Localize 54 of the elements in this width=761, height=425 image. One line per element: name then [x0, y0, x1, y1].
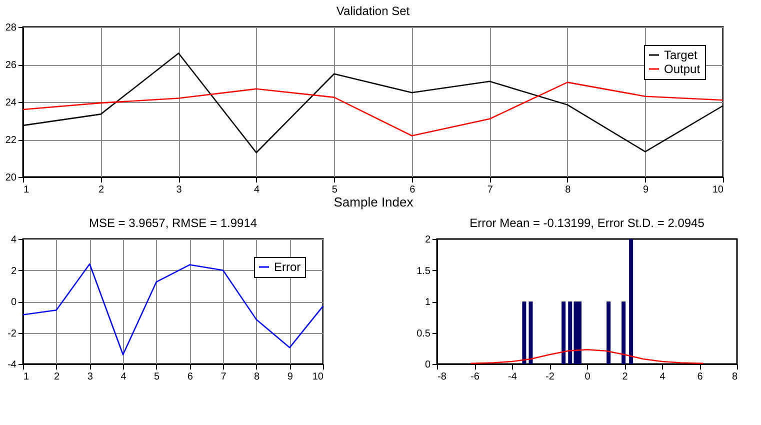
y-tick-label: 28	[5, 22, 17, 34]
x-tick-label: 2	[98, 184, 104, 196]
y-tick-label: 24	[5, 98, 17, 108]
x-tick-label: 5	[332, 184, 338, 196]
x-tick-label: 2	[622, 372, 628, 382]
y-tick-label: -4	[8, 360, 17, 370]
x-tick-label: 6	[410, 184, 416, 196]
x-tick-label: -2	[546, 372, 555, 382]
y-tick-label: 26	[5, 60, 17, 71]
y-tick-label: 1.5	[416, 266, 431, 277]
legend-label: Output	[664, 62, 701, 76]
x-tick-label: 5	[154, 372, 160, 382]
legend-label: Error	[274, 260, 301, 274]
y-tick-label: 22	[5, 135, 17, 146]
x-tick-label: 6	[187, 372, 194, 382]
x-tick-label: 3	[176, 184, 182, 196]
x-tick-label: 1	[24, 372, 30, 382]
y-tick-label: 0.5	[416, 328, 431, 340]
x-tick-label: -8	[438, 372, 447, 382]
x-tick-label: 8	[565, 184, 572, 196]
x-tick-label: 4	[660, 372, 666, 382]
x-tick-label: -6	[470, 372, 480, 382]
x-tick-label: 8	[732, 372, 738, 382]
y-tick-label: 0	[10, 297, 17, 308]
x-tick-label: 10	[712, 184, 724, 196]
x-tick-label: 4	[254, 184, 260, 196]
x-tick-label: 8	[254, 372, 260, 382]
legend-label: Target	[664, 48, 698, 62]
y-tick-label: 20	[5, 172, 17, 184]
x-tick-label: 2	[54, 372, 60, 382]
x-tick-label: -4	[508, 372, 518, 382]
chart-title: Validation Set	[336, 4, 410, 18]
x-tick-label: 9	[287, 372, 294, 382]
x-tick-label: 3	[87, 372, 94, 382]
y-tick-label: 4	[10, 234, 17, 246]
line-series	[470, 348, 704, 364]
y-tick-label: 2	[10, 266, 17, 277]
y-tick-label: 2	[424, 234, 431, 246]
x-tick-label: 9	[642, 184, 649, 196]
x-tick-label: 10	[312, 372, 324, 382]
x-tick-label: 1	[24, 184, 30, 196]
x-tick-label: 6	[697, 372, 704, 382]
x-tick-label: 4	[120, 372, 127, 382]
x-axis-title: Sample Index	[334, 194, 414, 210]
chart-title: MSE = 3.9657, RMSE = 1.9914	[88, 216, 258, 230]
line-series	[22, 82, 724, 136]
y-tick-label: 1	[424, 297, 431, 308]
y-tick-label: -2	[8, 328, 17, 340]
x-tick-label: 0	[584, 372, 591, 382]
x-tick-label: 7	[220, 372, 227, 382]
y-tick-label: 0	[424, 360, 431, 370]
chart-title: Error Mean = -0.13199, Error St.D. = 2.0945	[470, 216, 705, 230]
x-tick-label: 7	[487, 184, 494, 196]
line-series	[22, 263, 324, 356]
